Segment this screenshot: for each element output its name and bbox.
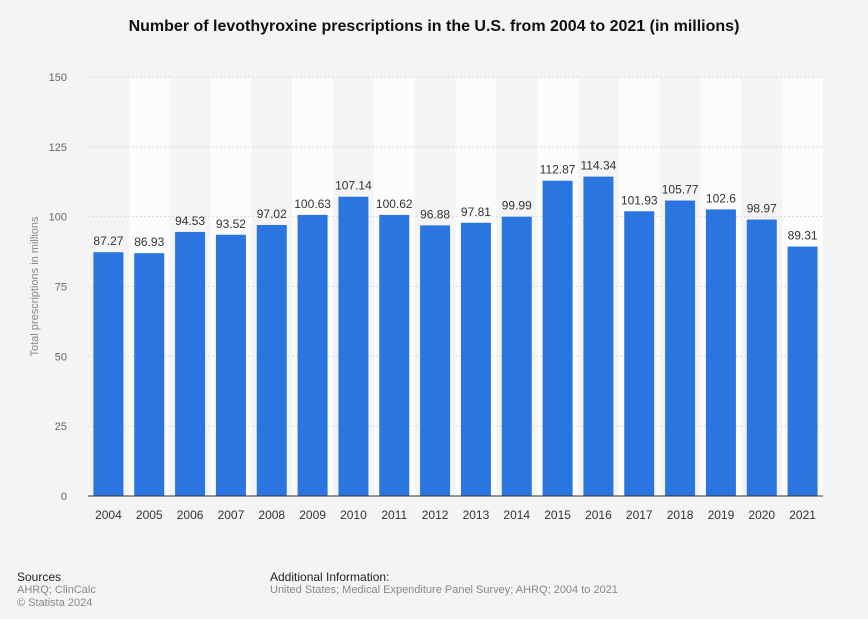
bar (624, 211, 655, 497)
bar (297, 214, 328, 496)
sources-heading: Sources (17, 570, 62, 584)
bar-value-label: 107.14 (335, 179, 372, 193)
y-tick-label: 75 (55, 282, 67, 294)
x-tick-label: 2020 (748, 508, 775, 522)
x-tick-label: 2012 (422, 508, 449, 522)
bar-value-label: 99.99 (502, 199, 532, 213)
x-tick-label: 2013 (463, 508, 490, 522)
y-axis-ticks: 0 25 50 75 100 125 150 (49, 72, 67, 503)
bar (665, 200, 696, 496)
bar-value-label: 97.81 (461, 205, 491, 219)
bar-value-label: 100.62 (376, 197, 413, 211)
x-tick-label: 2011 (381, 508, 407, 522)
bar (93, 252, 124, 496)
bar (175, 231, 206, 496)
x-tick-label: 2007 (218, 508, 245, 522)
bar-value-label: 105.77 (662, 183, 699, 197)
bar-value-label: 102.6 (706, 191, 736, 205)
additional-info-text: United States; Medical Expenditure Panel… (270, 584, 618, 596)
bar-value-label: 98.97 (747, 202, 777, 216)
x-tick-label: 2015 (544, 508, 571, 522)
y-tick-label: 25 (55, 421, 67, 433)
y-tick-label: 150 (49, 72, 67, 84)
y-tick-label: 100 (49, 212, 67, 224)
bar-value-label: 94.53 (175, 214, 205, 228)
x-axis-ticks: 2004 2005 2006 2007 2008 2009 2010 2011 2012 2013… (95, 508, 816, 522)
sources-block: Sources AHRQ; ClinCalc © Statista 2024 (17, 571, 96, 610)
y-tick-label: 0 (61, 491, 67, 503)
x-tick-label: 2010 (340, 508, 367, 522)
x-tick-label: 2014 (503, 508, 530, 522)
bar (215, 234, 246, 497)
x-tick-label: 2005 (136, 508, 163, 522)
bar-value-label: 114.34 (581, 159, 617, 173)
bar-value-label: 87.27 (93, 234, 123, 248)
x-tick-label: 2016 (585, 508, 612, 522)
sources-text: AHRQ; ClinCalc (17, 584, 96, 596)
y-tick-label: 50 (55, 351, 67, 363)
additional-info-block: Additional Information: United States; M… (270, 571, 618, 597)
x-tick-label: 2018 (667, 508, 694, 522)
bar (338, 196, 369, 496)
x-tick-label: 2019 (708, 508, 735, 522)
bar-value-label: 96.88 (420, 207, 450, 221)
bar (420, 225, 451, 496)
bar (501, 216, 532, 497)
bar (705, 209, 736, 497)
bar-value-label: 89.31 (788, 229, 818, 243)
bar (460, 222, 491, 497)
bars (93, 176, 818, 497)
x-tick-label: 2008 (258, 508, 285, 522)
bar-value-label: 93.52 (216, 217, 246, 231)
value-labels: 87.27 86.93 94.53 93.52 97.02 100.63 107.14 100… (93, 159, 818, 250)
bar-value-label: 97.02 (257, 207, 287, 221)
bar-value-label: 86.93 (134, 235, 164, 249)
x-tick-label: 2006 (177, 508, 204, 522)
copyright-text: © Statista 2024 (17, 597, 93, 609)
y-tick-label: 125 (49, 142, 67, 154)
y-axis-label: Total prescriptions in millions (29, 216, 41, 356)
bar-value-label: 100.63 (294, 197, 331, 211)
bar (746, 219, 777, 496)
x-tick-label: 2009 (299, 508, 326, 522)
x-tick-label: 2021 (789, 508, 816, 522)
bar (583, 176, 614, 496)
x-tick-label: 2004 (95, 508, 122, 522)
bar-value-label: 101.93 (621, 193, 658, 207)
bar (256, 224, 287, 497)
bar (379, 214, 410, 496)
x-tick-label: 2017 (626, 508, 653, 522)
bar-value-label: 112.87 (540, 163, 576, 177)
bar (542, 180, 573, 496)
chart-title: Number of levothyroxine prescriptions in… (128, 18, 740, 35)
bar (134, 253, 165, 496)
additional-info-heading: Additional Information: (270, 570, 390, 584)
gridlines (88, 76, 823, 427)
bar (787, 246, 818, 496)
